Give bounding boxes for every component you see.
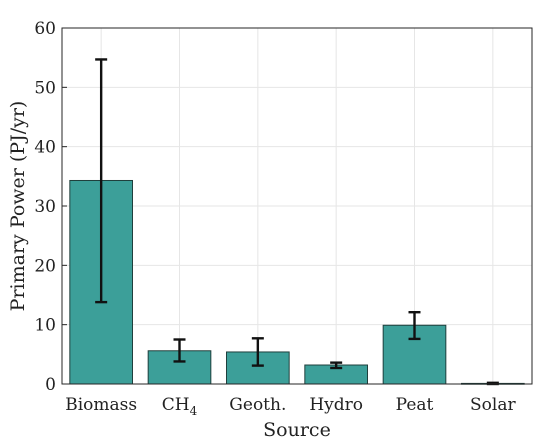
y-tick-label: 50	[34, 78, 56, 98]
error-bar	[173, 338, 186, 363]
error-bar	[330, 361, 343, 370]
y-tick-label: 30	[34, 197, 56, 217]
y-tick-label: 10	[34, 316, 56, 336]
x-tick-label: Solar	[470, 395, 516, 415]
y-tick-label: 60	[34, 19, 56, 39]
x-tick-labels: Biomass CH4 Geoth. Hydro Peat Solar	[65, 395, 516, 418]
error-bar	[251, 337, 264, 367]
y-tick-label: 0	[45, 375, 56, 395]
x-tick-label: Peat	[396, 395, 434, 415]
x-tick-label: Biomass	[65, 395, 137, 415]
error-bar	[95, 58, 108, 304]
bars	[69, 179, 525, 385]
x-axis-label: Source	[263, 419, 331, 441]
y-tick-label: 40	[34, 138, 56, 158]
error-bar	[408, 311, 421, 341]
y-tick-label: 20	[34, 256, 56, 276]
x-tick-label: CH4	[162, 395, 198, 418]
x-tick-label: Hydro	[309, 395, 363, 415]
y-axis-label: Primary Power (PJ/yr)	[7, 101, 29, 312]
x-tick-label: Geoth.	[229, 395, 286, 415]
y-tick-labels: 0 10 20 30 40 50 60	[34, 19, 67, 395]
